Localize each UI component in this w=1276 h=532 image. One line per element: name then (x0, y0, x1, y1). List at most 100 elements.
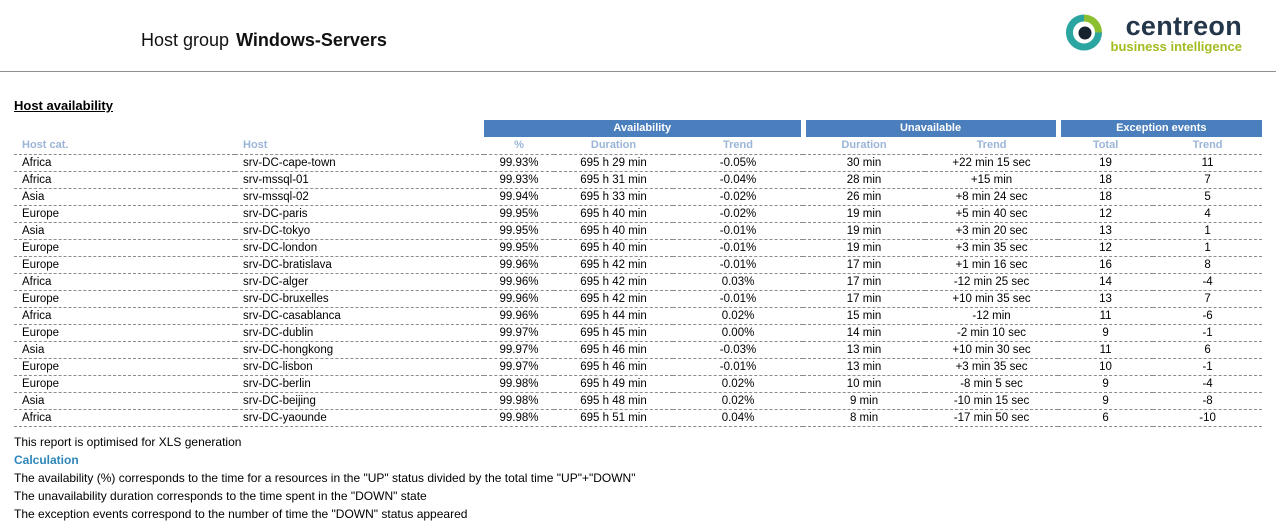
cell-exception-trend: 8 (1153, 256, 1263, 274)
cell-exception-trend: -4 (1153, 375, 1263, 393)
col-host: Host (235, 137, 484, 155)
cell-host: srv-mssql-01 (235, 171, 484, 189)
cell-availability-pct: 99.93% (484, 154, 554, 172)
cell-host: srv-DC-paris (235, 205, 484, 223)
cell-availability-duration: 695 h 29 min (554, 154, 673, 172)
column-header-row: Host cat. Host % Duration Trend Duration… (14, 137, 1263, 155)
table-row: Asia srv-mssql-02 99.94% 695 h 33 min -0.02%… (14, 188, 1263, 206)
table-row: Asia srv-DC-tokyo 99.95% 695 h 40 min -0.01%… (14, 222, 1263, 240)
cell-availability-trend: -0.01% (673, 256, 804, 274)
table-row: Europe srv-DC-dublin 99.97% 695 h 45 min 0.0… (14, 324, 1263, 342)
page-title: Host group Windows-Servers (141, 30, 387, 51)
cell-host-cat: Africa (14, 307, 235, 325)
cell-exception-total: 9 (1058, 375, 1154, 393)
col-host-cat: Host cat. (14, 137, 235, 155)
cell-availability-pct: 99.97% (484, 358, 554, 376)
cell-unavailable-duration: 28 min (803, 171, 926, 189)
cell-host: srv-mssql-02 (235, 188, 484, 206)
cell-host-cat: Europe (14, 256, 235, 274)
cell-availability-trend: -0.01% (673, 222, 804, 240)
cell-unavailable-duration: 14 min (803, 324, 926, 342)
cell-availability-trend: 0.02% (673, 307, 804, 325)
cell-exception-trend: 7 (1153, 171, 1263, 189)
logo-wordmark: centreon (1125, 11, 1242, 41)
cell-host: srv-DC-yaounde (235, 409, 484, 427)
cell-availability-duration: 695 h 45 min (554, 324, 673, 342)
col-unavailable-duration: Duration (803, 137, 926, 155)
cell-availability-pct: 99.96% (484, 273, 554, 291)
cell-exception-trend: 1 (1153, 239, 1263, 257)
cell-availability-pct: 99.96% (484, 256, 554, 274)
table-row: Europe srv-DC-bratislava 99.96% 695 h 42 mi… (14, 256, 1263, 274)
cell-availability-duration: 695 h 46 min (554, 341, 673, 359)
cell-host-cat: Africa (14, 409, 235, 427)
group-exception-events: Exception events (1055, 120, 1263, 137)
cell-availability-trend: 0.00% (673, 324, 804, 342)
cell-exception-trend: -4 (1153, 273, 1263, 291)
col-exception-trend: Trend (1153, 137, 1263, 155)
cell-availability-trend: -0.03% (673, 341, 804, 359)
cell-exception-total: 16 (1058, 256, 1154, 274)
cell-exception-total: 6 (1058, 409, 1154, 427)
cell-exception-total: 9 (1058, 324, 1154, 342)
calculation-line-availability: The availability (%) corresponds to the … (14, 471, 636, 485)
cell-unavailable-trend: -8 min 5 sec (925, 375, 1059, 393)
table-row: Africa srv-DC-yaounde 99.98% 695 h 51 min 0.… (14, 409, 1263, 427)
title-hostgroup-name: Windows-Servers (236, 30, 387, 50)
cell-host-cat: Asia (14, 392, 235, 410)
table-row: Africa srv-DC-casablanca 99.96% 695 h 44 mi… (14, 307, 1263, 325)
title-prefix: Host group (141, 30, 230, 50)
cell-availability-duration: 695 h 48 min (554, 392, 673, 410)
cell-availability-pct: 99.98% (484, 375, 554, 393)
table-body: Africa srv-DC-cape-town 99.93% 695 h 29 min… (14, 154, 1263, 427)
cell-unavailable-duration: 13 min (803, 358, 926, 376)
cell-availability-duration: 695 h 33 min (554, 188, 673, 206)
cell-availability-duration: 695 h 42 min (554, 273, 673, 291)
table-row: Europe srv-DC-bruxelles 99.96% 695 h 42 min… (14, 290, 1263, 308)
host-availability-table: Availability Unavailable Exception event… (14, 120, 1263, 427)
cell-host: srv-DC-dublin (235, 324, 484, 342)
cell-unavailable-trend: +3 min 35 sec (925, 239, 1059, 257)
calculation-line-exception: The exception events correspond to the n… (14, 507, 468, 521)
cell-exception-total: 11 (1058, 341, 1154, 359)
cell-host-cat: Africa (14, 273, 235, 291)
cell-availability-pct: 99.97% (484, 341, 554, 359)
calculation-line-unavailability: The unavailability duration corresponds … (14, 489, 427, 503)
cell-unavailable-duration: 19 min (803, 239, 926, 257)
cell-availability-duration: 695 h 40 min (554, 239, 673, 257)
cell-exception-trend: -8 (1153, 392, 1263, 410)
cell-exception-total: 14 (1058, 273, 1154, 291)
cell-availability-pct: 99.98% (484, 392, 554, 410)
cell-availability-duration: 695 h 44 min (554, 307, 673, 325)
cell-exception-trend: -1 (1153, 358, 1263, 376)
header-divider (0, 71, 1276, 72)
cell-availability-pct: 99.96% (484, 307, 554, 325)
cell-unavailable-duration: 26 min (803, 188, 926, 206)
cell-host: srv-DC-bratislava (235, 256, 484, 274)
cell-host: srv-DC-london (235, 239, 484, 257)
cell-exception-trend: -1 (1153, 324, 1263, 342)
xls-note: This report is optimised for XLS generat… (14, 435, 242, 449)
cell-unavailable-duration: 17 min (803, 273, 926, 291)
cell-host: srv-DC-casablanca (235, 307, 484, 325)
cell-exception-trend: 6 (1153, 341, 1263, 359)
table-row: Africa srv-DC-cape-town 99.93% 695 h 29 min… (14, 154, 1263, 172)
col-exception-total: Total (1058, 137, 1154, 155)
cell-unavailable-duration: 17 min (803, 290, 926, 308)
cell-exception-total: 18 (1058, 188, 1154, 206)
centreon-logo: centreon business intelligence (1064, 11, 1242, 54)
col-availability-duration: Duration (554, 137, 673, 155)
centreon-logo-icon (1065, 14, 1102, 51)
cell-availability-pct: 99.93% (484, 171, 554, 189)
cell-host: srv-DC-cape-town (235, 154, 484, 172)
cell-host-cat: Europe (14, 205, 235, 223)
cell-exception-trend: 5 (1153, 188, 1263, 206)
cell-unavailable-duration: 10 min (803, 375, 926, 393)
cell-host-cat: Europe (14, 290, 235, 308)
cell-unavailable-trend: +10 min 30 sec (925, 341, 1059, 359)
cell-availability-duration: 695 h 42 min (554, 256, 673, 274)
group-availability: Availability (484, 120, 804, 137)
cell-exception-trend: 7 (1153, 290, 1263, 308)
cell-unavailable-duration: 17 min (803, 256, 926, 274)
cell-unavailable-trend: +3 min 20 sec (925, 222, 1059, 240)
